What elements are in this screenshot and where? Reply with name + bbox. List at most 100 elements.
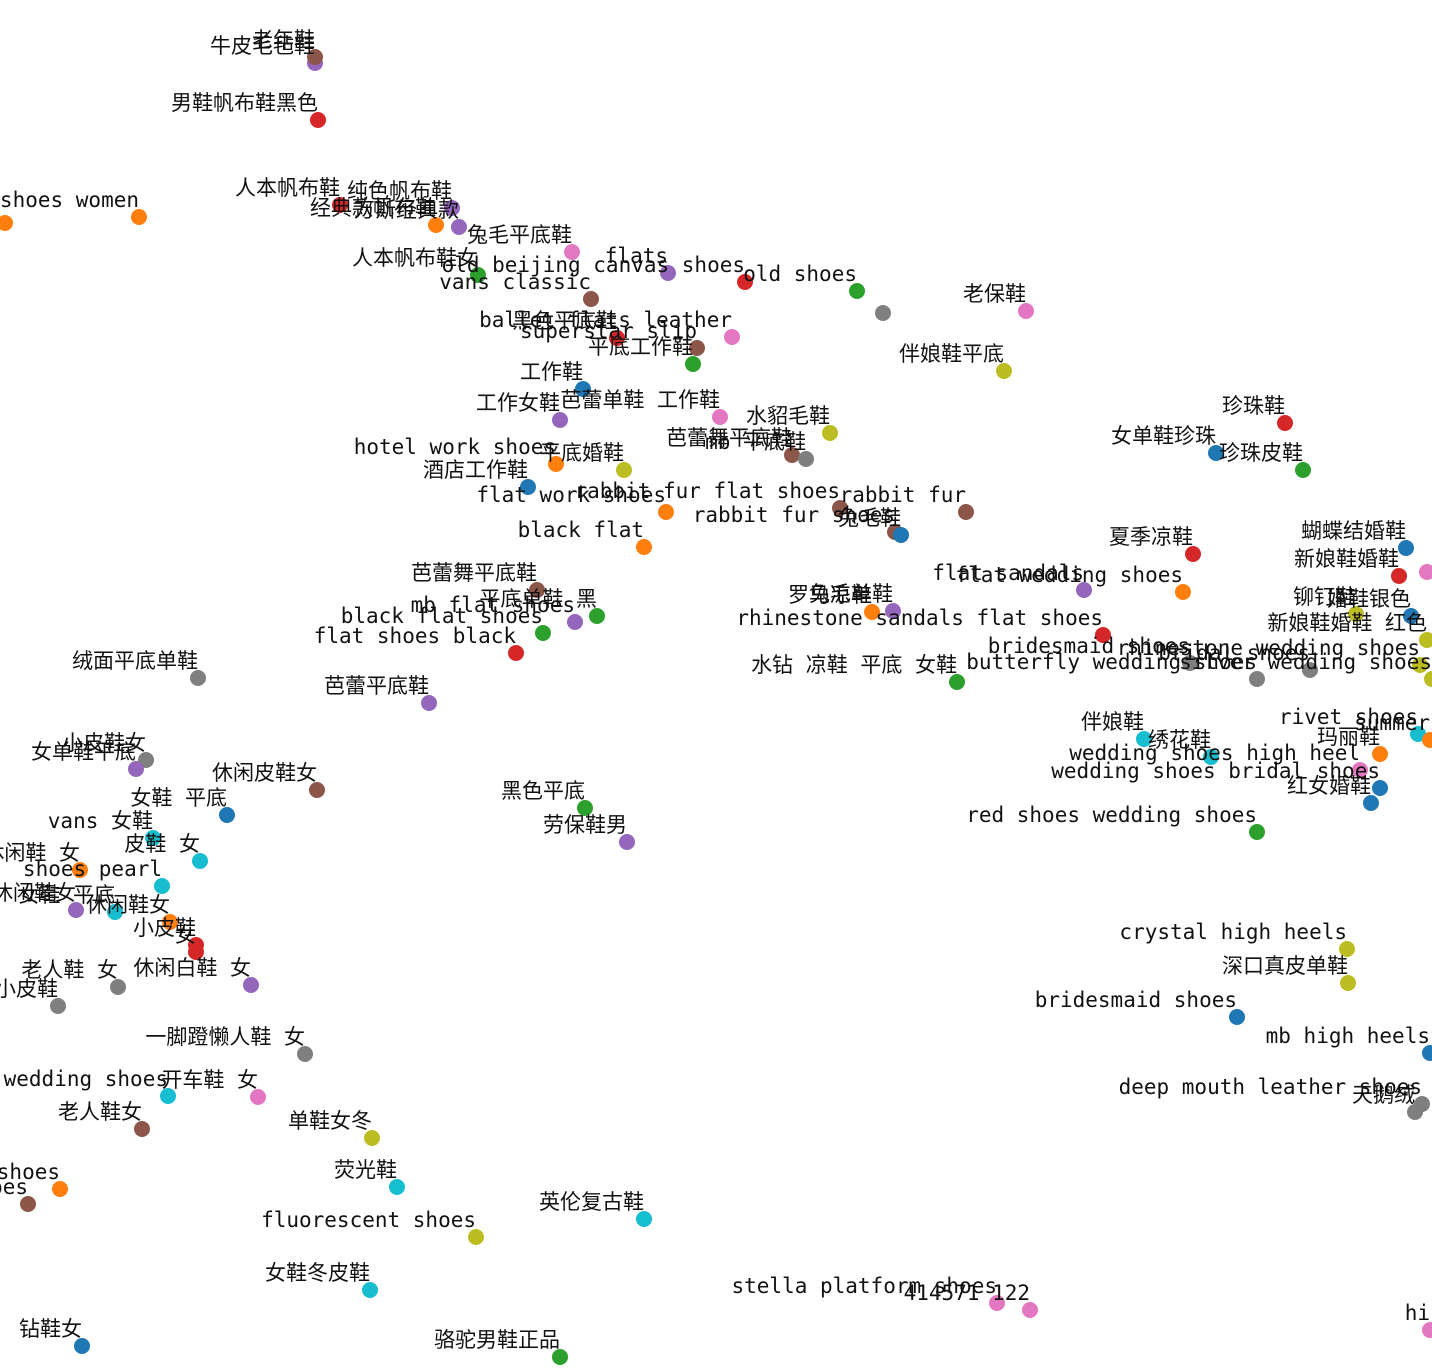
point-label: 劳保鞋男 xyxy=(543,813,627,837)
scatter-point xyxy=(1095,627,1111,643)
point-label: 女 xyxy=(175,923,196,947)
scatter-point xyxy=(1391,568,1407,584)
point-label: old beijing canvas shoes xyxy=(442,253,745,277)
scatter-point xyxy=(52,1181,68,1197)
point-label: 兔毛鞋 xyxy=(838,506,901,530)
scatter-point xyxy=(1372,780,1388,796)
scatter-point xyxy=(552,412,568,428)
point-label: 罗马凉鞋 xyxy=(788,583,872,607)
scatter-point xyxy=(332,197,348,213)
scatter-point xyxy=(658,504,674,520)
scatter-point xyxy=(20,1196,36,1212)
scatter-point xyxy=(798,451,814,467)
point-label: 婚鞋银色 xyxy=(1327,587,1411,611)
point-label: ballet flats leather xyxy=(479,308,732,332)
scatter-point xyxy=(1076,582,1092,598)
scatter-point xyxy=(535,625,551,641)
scatter-point xyxy=(389,1179,405,1195)
scatter-point xyxy=(50,998,66,1014)
scatter-point xyxy=(421,695,437,711)
point-label: 铆钉鞋 xyxy=(1293,585,1356,609)
scatter-point xyxy=(1363,795,1379,811)
scatter-point xyxy=(1424,671,1432,687)
scatter-point xyxy=(875,305,891,321)
point-label: 老人鞋 女 xyxy=(21,958,118,982)
point-label: 老年鞋 xyxy=(252,28,315,52)
scatter-point xyxy=(589,608,605,624)
point-label: mb high heels xyxy=(1266,1024,1430,1048)
scatter-point xyxy=(128,761,144,777)
scatter-point xyxy=(1412,657,1428,673)
point-label: 女鞋冬皮鞋 xyxy=(265,1261,370,1285)
point-label: 休闲鞋女 xyxy=(86,893,170,917)
point-label: butterfly wedding shoes xyxy=(966,650,1257,674)
scatter-point xyxy=(74,1338,90,1354)
point-label: 英伦复古鞋 xyxy=(539,1190,644,1214)
point-label: 女单鞋平底 xyxy=(31,740,136,764)
point-label: hi xyxy=(1405,1301,1430,1325)
scatter-point xyxy=(1407,1104,1423,1120)
scatter-point xyxy=(1295,462,1311,478)
point-label: rhinestone wedding shoes xyxy=(1117,636,1420,660)
point-label: 人本帆布鞋女 xyxy=(352,246,478,270)
scatter-point xyxy=(1277,415,1293,431)
scatter-point xyxy=(1185,546,1201,562)
scatter-point xyxy=(188,944,204,960)
scatter-point xyxy=(1249,671,1265,687)
point-label: mb 平底鞋 xyxy=(705,430,806,454)
scatter-point xyxy=(1208,445,1224,461)
scatter-point xyxy=(243,977,259,993)
scatter-point xyxy=(737,274,753,290)
scatter-point xyxy=(1249,824,1265,840)
point-label: shoes women xyxy=(0,188,139,212)
scatter-point xyxy=(68,902,84,918)
point-label: 伴娘鞋 xyxy=(1081,710,1144,734)
point-label: 荧光鞋 xyxy=(334,1158,397,1182)
point-label: 小皮鞋 xyxy=(133,916,196,940)
scatter-point xyxy=(784,447,800,463)
point-label: 老保鞋 xyxy=(963,282,1026,306)
point-label: 小皮鞋 xyxy=(0,977,58,1001)
point-label: 珍珠鞋 xyxy=(1222,394,1285,418)
point-label: flat shoes black xyxy=(314,624,517,648)
scatter-point xyxy=(1340,975,1356,991)
scatter-point xyxy=(1022,1302,1038,1318)
point-label: rivet shoes xyxy=(1279,705,1418,729)
scatter-point xyxy=(832,500,848,516)
point-label: 芭蕾舞平底鞋 xyxy=(666,426,792,450)
scatter-point xyxy=(1182,655,1198,671)
scatter-point xyxy=(849,283,865,299)
scatter-point xyxy=(1419,632,1432,648)
point-label: flats xyxy=(605,244,668,268)
scatter-point xyxy=(958,504,974,520)
scatter-point xyxy=(636,1211,652,1227)
scatter-point xyxy=(893,527,909,543)
point-label: wedding shoes high heel xyxy=(1069,741,1360,765)
scatter-point xyxy=(131,209,147,225)
point-label: 老人鞋女 xyxy=(58,1100,142,1124)
scatter-point xyxy=(1175,584,1191,600)
scatter-point xyxy=(444,200,460,216)
point-label: 休闲白鞋 女 xyxy=(133,956,251,980)
scatter-point xyxy=(307,49,323,65)
scatter-point xyxy=(660,265,676,281)
point-label: 新娘鞋婚鞋 红色 xyxy=(1267,611,1427,635)
scatter-point xyxy=(1422,732,1432,748)
point-label: 皮鞋 女 xyxy=(124,832,200,856)
scatter-point xyxy=(1403,608,1419,624)
point-label: 万斯经典款 xyxy=(354,198,459,222)
point-label: bridesmaid shoes xyxy=(988,634,1190,658)
point-label: 芭蕾平底鞋 xyxy=(324,674,429,698)
point-label: 经典款帆布鞋 xyxy=(310,196,436,220)
scatter-point xyxy=(949,674,965,690)
scatter-point xyxy=(309,782,325,798)
point-label: deep mouth leather shoes xyxy=(1119,1075,1422,1099)
scatter-point xyxy=(192,853,208,869)
scatter-point xyxy=(1419,564,1432,580)
scatter-point xyxy=(1422,1045,1432,1061)
point-label: 女鞋 平底 xyxy=(130,786,227,810)
scatter-point xyxy=(297,1046,313,1062)
scatter-point xyxy=(160,1088,176,1104)
scatter-point xyxy=(154,878,170,894)
